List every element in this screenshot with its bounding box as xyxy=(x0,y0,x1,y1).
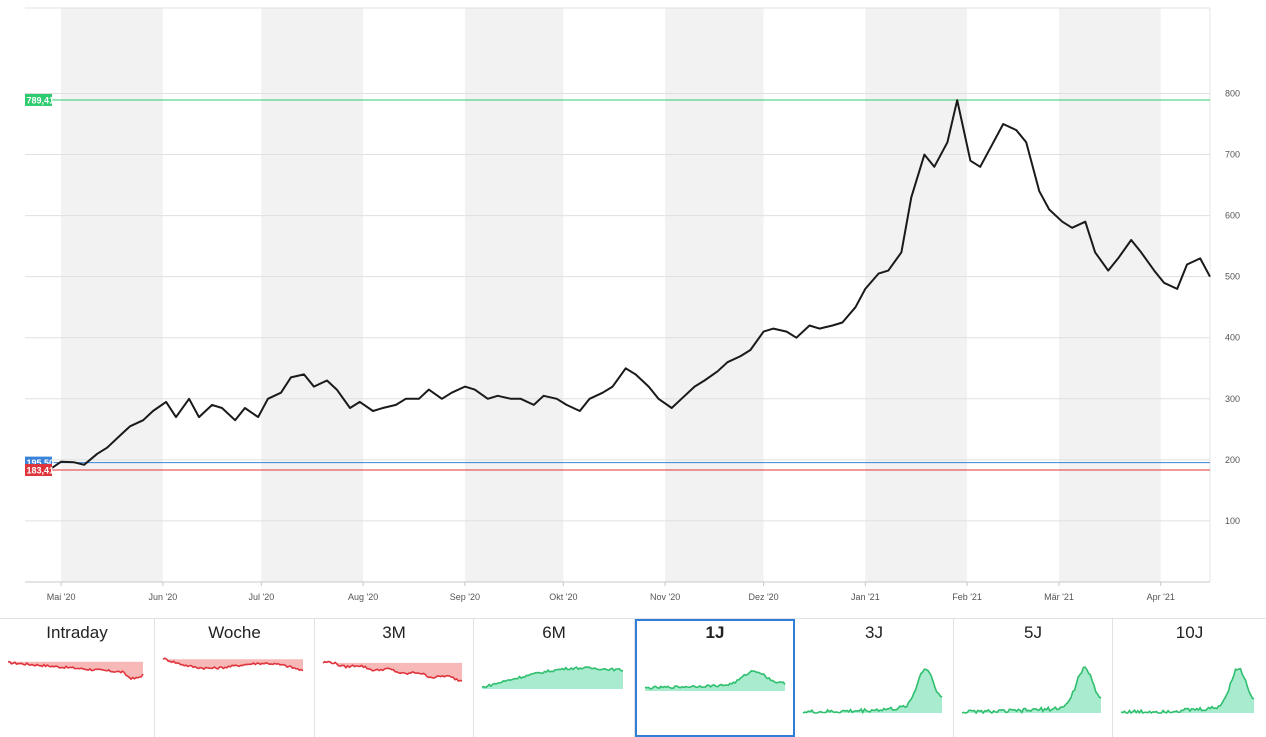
sparkline-line xyxy=(162,657,304,672)
tab-3j[interactable]: 3J xyxy=(795,619,954,737)
y-axis: 100 200 300 400 500 600 700 800 xyxy=(1225,88,1240,525)
sparkline-line xyxy=(1120,667,1255,715)
x-tick-label: Jun '20 xyxy=(148,592,177,602)
y-tick-label: 100 xyxy=(1225,516,1240,526)
sparkline xyxy=(322,660,463,683)
y-tick-label: 200 xyxy=(1225,455,1240,465)
sparkline-line xyxy=(481,666,624,689)
tab-label: 3M xyxy=(382,623,406,642)
sparkline xyxy=(1120,667,1255,715)
price-chart[interactable]: 100 200 300 400 500 600 700 800 Mai '20 Jun '20 J… xyxy=(0,0,1266,616)
month-band xyxy=(665,8,764,582)
tab-6m[interactable]: 6M xyxy=(474,619,635,737)
x-tick-label: Aug '20 xyxy=(348,592,378,602)
sparkline xyxy=(481,666,624,689)
y-tick-label: 600 xyxy=(1225,211,1240,221)
sparkline-area xyxy=(323,661,462,682)
sparkline xyxy=(162,657,304,672)
tab-10j[interactable]: 10J xyxy=(1113,619,1266,737)
price-line xyxy=(24,99,1211,470)
reference-label: 195,50 xyxy=(27,458,55,468)
x-tick-label: Jul '20 xyxy=(248,592,274,602)
y-tick-label: 400 xyxy=(1225,333,1240,343)
month-shading xyxy=(61,8,1161,582)
sparkline xyxy=(7,660,144,681)
x-tick-label: Sep '20 xyxy=(450,592,480,602)
reference-label: 183,41 xyxy=(27,466,55,476)
timeframe-tabs: Intraday Woche 3M 6M 1J 3J 5J 10J xyxy=(0,618,1266,737)
sparkline xyxy=(802,668,943,715)
sparkline-line xyxy=(802,668,943,715)
reference-badge xyxy=(25,464,52,477)
tab-5j[interactable]: 5J xyxy=(954,619,1113,737)
month-band xyxy=(61,8,163,582)
tab-label: Woche xyxy=(208,623,261,642)
tab-label: 1J xyxy=(705,623,725,642)
tab-woche[interactable]: Woche xyxy=(155,619,315,737)
x-tick-label: Nov '20 xyxy=(650,592,680,602)
x-tick-label: Apr '21 xyxy=(1147,592,1175,602)
sparkline-area xyxy=(482,667,623,689)
x-tick-label: Jan '21 xyxy=(851,592,880,602)
sparkline-line xyxy=(7,660,144,681)
month-band xyxy=(464,8,564,582)
month-band xyxy=(261,8,364,582)
reference-badge xyxy=(25,93,52,106)
gridlines xyxy=(25,7,1211,583)
tab-1j[interactable]: 1J xyxy=(635,619,795,737)
tab-label: 6M xyxy=(542,623,566,642)
x-tick-label: Mär '21 xyxy=(1044,592,1074,602)
sparkline-area xyxy=(803,669,942,713)
sparkline xyxy=(961,666,1102,715)
x-tick-label: Dez '20 xyxy=(748,592,778,602)
tab-label: 5J xyxy=(1024,623,1042,642)
x-axis: Mai '20 Jun '20 Jul '20 Aug '20 Sep '20 Okt '… xyxy=(47,582,1175,602)
month-band xyxy=(865,8,968,582)
x-tick-label: Okt '20 xyxy=(549,592,577,602)
reference-label: 789,41 xyxy=(27,95,55,105)
tab-label: 10J xyxy=(1175,623,1204,642)
reference-lines xyxy=(25,99,1210,471)
price-series xyxy=(24,99,1211,470)
sparkline-line xyxy=(961,666,1102,715)
x-tick-label: Mai '20 xyxy=(47,592,76,602)
tab-label: 3J xyxy=(865,623,883,642)
sparkline-line xyxy=(322,660,463,683)
month-band xyxy=(1059,8,1161,582)
sparkline-area xyxy=(1121,668,1254,713)
y-tick-label: 700 xyxy=(1225,150,1240,160)
tab-intraday[interactable]: Intraday xyxy=(0,619,155,737)
x-tick-label: Feb '21 xyxy=(952,592,982,602)
sparkline xyxy=(644,669,786,691)
tab-label: Intraday xyxy=(46,623,108,642)
sparkline-area xyxy=(645,670,785,691)
y-tick-label: 500 xyxy=(1225,272,1240,282)
y-tick-label: 300 xyxy=(1225,394,1240,404)
y-tick-label: 800 xyxy=(1225,88,1240,98)
sparkline-line xyxy=(644,669,786,690)
tab-3m[interactable]: 3M xyxy=(315,619,474,737)
